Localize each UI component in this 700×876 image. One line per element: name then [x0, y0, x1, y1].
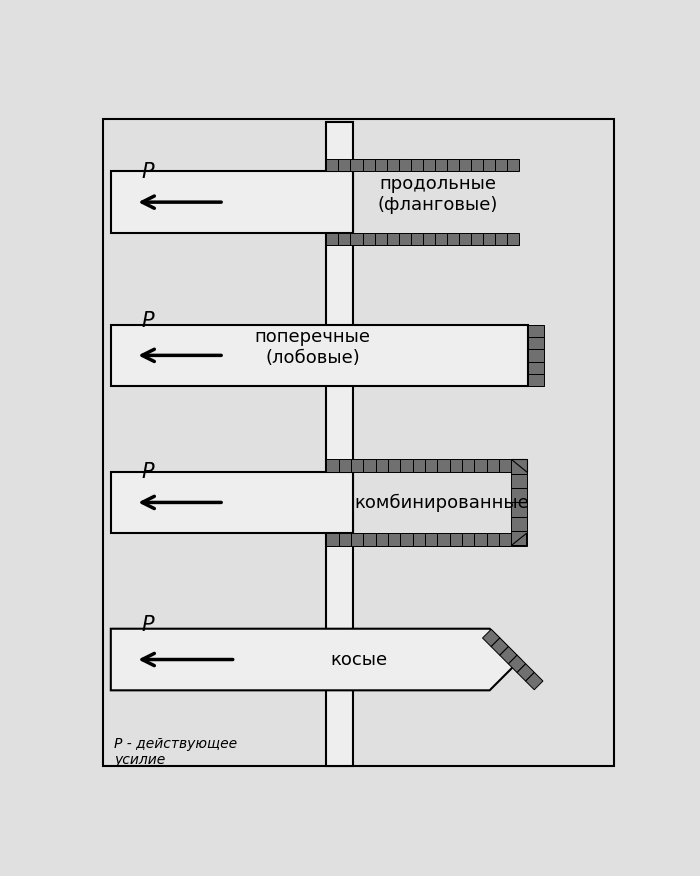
Bar — [447, 159, 459, 172]
Bar — [413, 459, 425, 471]
Bar — [495, 159, 507, 172]
Bar — [338, 159, 351, 172]
Bar — [388, 459, 400, 471]
Bar — [376, 459, 388, 471]
Polygon shape — [482, 629, 500, 646]
Bar — [471, 159, 483, 172]
Bar — [475, 533, 486, 546]
Bar — [486, 459, 499, 471]
Bar — [507, 159, 519, 172]
Polygon shape — [500, 646, 517, 664]
Bar — [326, 233, 338, 245]
Bar — [400, 533, 412, 546]
Bar — [339, 533, 351, 546]
Bar — [363, 159, 375, 172]
Bar — [363, 233, 375, 245]
Bar — [528, 374, 544, 386]
Polygon shape — [526, 673, 543, 689]
Polygon shape — [111, 629, 521, 690]
Bar — [462, 533, 475, 546]
Bar — [398, 233, 411, 245]
Bar — [386, 233, 398, 245]
Bar — [425, 459, 438, 471]
Bar — [511, 459, 526, 474]
Bar — [326, 533, 339, 546]
Bar — [486, 533, 499, 546]
Bar — [435, 159, 447, 172]
Bar — [111, 172, 354, 233]
Bar — [339, 459, 351, 471]
Bar — [363, 459, 376, 471]
Bar — [471, 233, 483, 245]
Polygon shape — [508, 655, 526, 673]
Bar — [351, 533, 363, 546]
Bar — [351, 459, 363, 471]
Bar — [528, 362, 544, 374]
Polygon shape — [511, 533, 526, 546]
Bar — [413, 533, 425, 546]
Bar — [528, 350, 544, 362]
Bar — [111, 325, 528, 386]
Bar — [495, 233, 507, 245]
Polygon shape — [517, 664, 534, 682]
Bar — [475, 459, 486, 471]
Bar — [511, 503, 526, 517]
Bar — [388, 533, 400, 546]
Bar — [449, 459, 462, 471]
Bar — [458, 233, 471, 245]
Text: P: P — [141, 162, 154, 182]
Bar — [447, 233, 459, 245]
Bar — [483, 159, 495, 172]
Bar — [374, 233, 386, 245]
Bar — [499, 533, 511, 546]
Bar — [338, 233, 351, 245]
Bar — [363, 533, 376, 546]
Text: P - действующее
усилие: P - действующее усилие — [114, 737, 237, 766]
Bar — [511, 474, 526, 488]
Polygon shape — [511, 459, 526, 471]
Bar — [423, 159, 435, 172]
Bar — [351, 159, 363, 172]
Text: комбинированные: комбинированные — [354, 493, 529, 512]
Bar — [507, 233, 519, 245]
Bar — [326, 159, 338, 172]
Bar — [528, 337, 544, 350]
Bar — [462, 459, 475, 471]
Bar — [411, 233, 423, 245]
Text: косые: косые — [330, 651, 387, 668]
Bar — [326, 459, 339, 471]
Bar — [511, 517, 526, 531]
Text: P: P — [141, 615, 154, 635]
Text: продольные
(фланговые): продольные (фланговые) — [378, 175, 498, 214]
Bar — [111, 471, 354, 533]
Bar — [398, 159, 411, 172]
Bar — [400, 459, 412, 471]
Bar — [483, 233, 495, 245]
Bar — [376, 533, 388, 546]
Bar — [374, 159, 386, 172]
Bar — [423, 233, 435, 245]
Bar — [449, 533, 462, 546]
Text: поперечные
(лобовые): поперечные (лобовые) — [255, 328, 370, 367]
Bar — [435, 233, 447, 245]
Bar — [386, 159, 398, 172]
Bar — [425, 533, 438, 546]
Bar — [511, 488, 526, 503]
Text: P: P — [141, 311, 154, 331]
Bar — [499, 459, 511, 471]
Text: P: P — [141, 463, 154, 483]
Bar — [458, 159, 471, 172]
Bar — [511, 531, 526, 546]
Bar — [438, 459, 449, 471]
Bar — [438, 533, 449, 546]
Bar — [411, 159, 423, 172]
Bar — [351, 233, 363, 245]
Polygon shape — [491, 638, 508, 655]
Bar — [528, 325, 544, 337]
Bar — [326, 122, 354, 766]
